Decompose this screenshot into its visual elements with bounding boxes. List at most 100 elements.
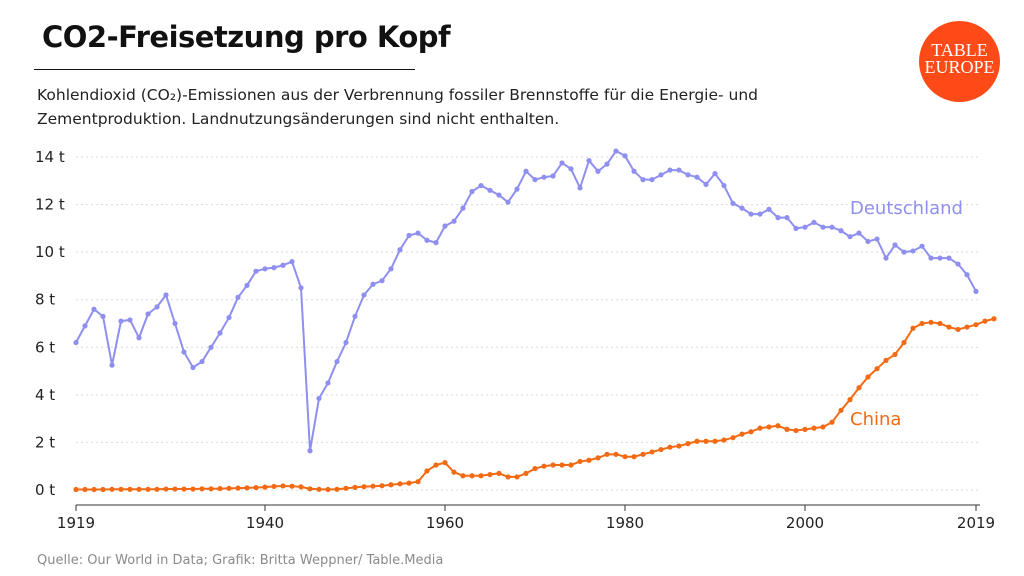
data-point-china	[523, 470, 529, 476]
data-point-china	[280, 483, 286, 489]
data-point-deutschland	[973, 288, 979, 294]
data-point-china	[847, 397, 853, 403]
y-tick-label: 12 t	[35, 196, 65, 214]
title-underline	[34, 69, 415, 70]
data-point-deutschland	[568, 166, 574, 172]
data-point-china	[649, 449, 655, 455]
data-point-china	[955, 326, 961, 333]
data-point-deutschland	[442, 223, 448, 229]
data-point-deutschland	[874, 236, 880, 242]
series-label-china: China	[850, 409, 901, 430]
data-point-deutschland	[199, 358, 205, 365]
y-axis-ticks: 0 t 2 t 4 t 6 t 8 t 10 t 12 t 14 t	[35, 148, 65, 499]
data-point-china	[118, 486, 124, 492]
data-point-deutschland	[802, 224, 808, 230]
data-point-deutschland	[343, 339, 349, 346]
data-point-deutschland	[928, 255, 934, 261]
data-point-china	[640, 451, 646, 457]
data-point-china	[298, 484, 304, 490]
data-point-deutschland	[163, 292, 169, 298]
data-point-deutschland	[307, 448, 313, 454]
data-point-china	[532, 465, 538, 472]
data-point-china	[739, 431, 745, 437]
data-point-china	[73, 486, 79, 493]
data-point-china	[541, 463, 547, 469]
data-point-deutschland	[613, 148, 619, 154]
data-point-china	[577, 458, 583, 465]
data-point-china	[199, 486, 205, 492]
data-point-deutschland	[658, 172, 664, 178]
data-point-china	[568, 462, 574, 468]
data-point-china	[469, 473, 475, 479]
data-point-deutschland	[370, 281, 376, 287]
data-point-deutschland	[766, 206, 772, 212]
data-point-china	[496, 470, 502, 476]
data-point-deutschland	[505, 199, 511, 205]
x-axis: 1919 1940 1960 1980 2000 2019	[57, 504, 995, 532]
data-point-deutschland	[937, 255, 943, 261]
data-point-china	[370, 483, 376, 489]
data-point-china	[307, 486, 313, 492]
data-point-china	[730, 435, 736, 441]
data-point-china	[478, 473, 484, 479]
data-point-china	[550, 462, 556, 468]
data-point-deutschland	[676, 167, 682, 173]
data-point-deutschland	[622, 153, 628, 159]
data-point-deutschland	[730, 200, 736, 206]
data-point-china	[451, 469, 457, 475]
data-point-china	[820, 424, 826, 430]
y-tick-label: 6 t	[35, 338, 55, 356]
data-point-deutschland	[919, 243, 925, 249]
data-point-china	[505, 474, 511, 480]
data-point-china	[82, 486, 88, 493]
data-point-china	[973, 322, 979, 328]
data-point-china	[460, 473, 466, 479]
data-point-china	[775, 423, 781, 429]
data-point-china	[712, 438, 718, 444]
data-point-china	[946, 324, 952, 330]
data-point-deutschland	[136, 335, 142, 341]
data-point-deutschland	[721, 182, 727, 189]
data-point-deutschland	[289, 259, 295, 265]
data-point-deutschland	[226, 314, 232, 321]
data-point-deutschland	[379, 278, 385, 284]
data-point-deutschland	[649, 177, 655, 183]
data-point-deutschland	[154, 304, 160, 310]
data-point-deutschland	[127, 317, 133, 323]
data-point-china	[415, 479, 421, 485]
data-point-deutschland	[604, 161, 610, 167]
data-point-china	[109, 486, 115, 492]
data-point-deutschland	[424, 237, 430, 243]
data-point-china	[244, 485, 250, 491]
data-point-deutschland	[523, 168, 529, 174]
data-point-china	[604, 451, 610, 457]
data-point-china	[361, 484, 367, 490]
data-point-china	[343, 485, 349, 491]
data-point-china	[442, 460, 448, 466]
data-point-deutschland	[208, 344, 214, 350]
data-point-deutschland	[631, 168, 637, 174]
series-deutschland	[73, 148, 979, 454]
data-point-deutschland	[244, 282, 250, 289]
data-point-deutschland	[172, 320, 178, 327]
data-point-deutschland	[271, 265, 277, 271]
data-point-china	[784, 426, 790, 432]
data-point-china	[424, 468, 430, 474]
data-point-china	[595, 455, 601, 461]
data-point-deutschland	[451, 218, 457, 224]
data-point-deutschland	[406, 232, 412, 239]
source-note: Quelle: Our World in Data; Grafik: Britt…	[37, 553, 444, 568]
data-point-deutschland	[487, 187, 493, 193]
data-point-china	[631, 454, 637, 460]
data-point-deutschland	[667, 167, 673, 173]
data-point-deutschland	[514, 186, 520, 192]
data-point-deutschland	[82, 323, 88, 329]
data-point-china	[766, 424, 772, 430]
data-point-china	[127, 486, 133, 492]
y-tick-label: 2 t	[35, 433, 55, 451]
data-point-deutschland	[460, 205, 466, 211]
series-label-deutschland: Deutschland	[850, 198, 963, 219]
data-point-china	[406, 480, 412, 486]
data-point-china	[586, 457, 592, 463]
